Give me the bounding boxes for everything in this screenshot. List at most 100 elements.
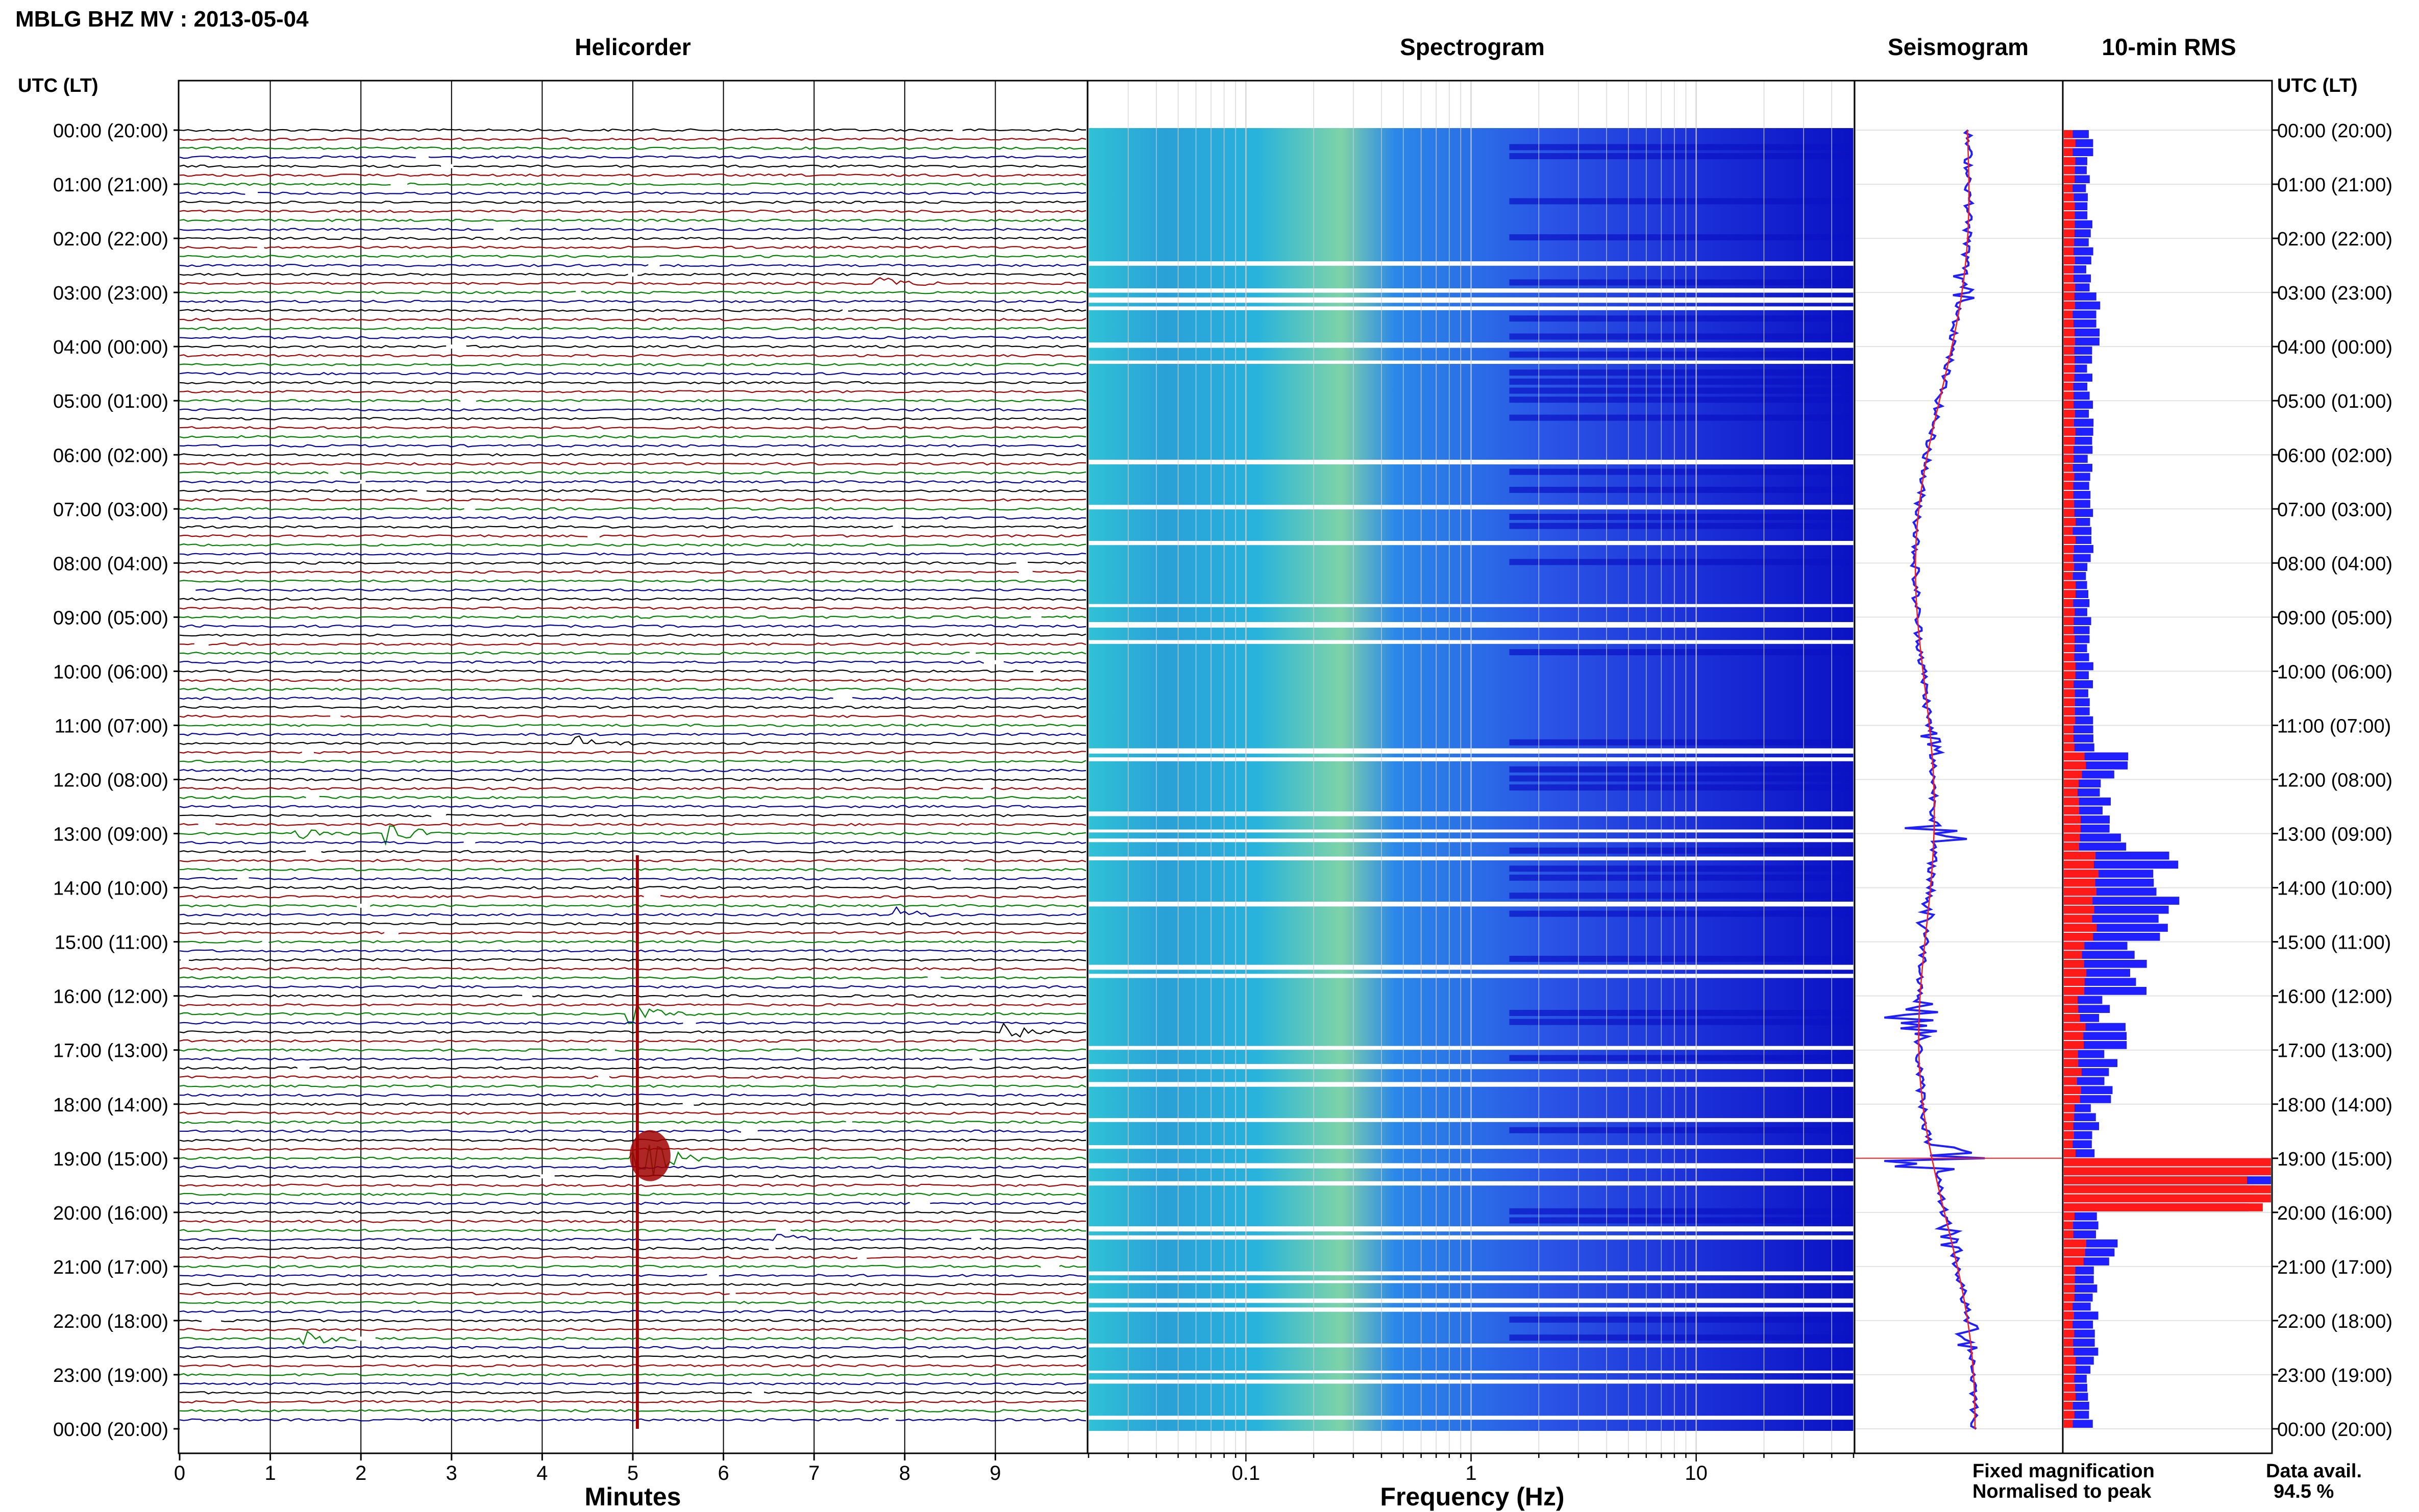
helicorder-trace [179,228,1087,231]
rms-bar-normalised [2064,1293,2075,1302]
rms-bar-normalised [2064,833,2080,842]
time-axis-label-right: UTC (LT) [2277,75,2358,96]
rms-bar-normalised [2064,1041,2084,1049]
helicorder-trace [179,1120,1087,1124]
data-gap [1033,669,1041,674]
helicorder-trace [179,1409,1087,1412]
data-gap [857,1255,867,1260]
helicorder-trace [179,1057,1087,1061]
rms-bar-normalised [2064,1356,2076,1365]
rms-bar-normalised [2064,382,2074,391]
time-tick-label-right: 17:00 (13:00) [2277,1040,2392,1062]
seismogram-panel [1856,129,2062,1430]
data-gap [446,344,466,349]
rms-bar-normalised [2064,1023,2086,1031]
helicorder-trace [179,1002,1087,1024]
helicorder-trace [179,137,1087,141]
helicorder-trace [179,895,1087,899]
spectrogram-band [1509,893,1854,899]
helicorder-trace [179,1066,1087,1070]
rms-bar-normalised [2064,959,2084,968]
rms-bar-fixed [2064,959,2147,968]
helicorder-trace [179,300,1087,304]
rms-bar-normalised [2064,265,2074,274]
time-tick-label-left: 20:00 (16:00) [53,1203,168,1224]
spectrogram-band [1509,378,1854,385]
rms-bar-normalised [2064,851,2096,860]
data-gap [982,786,991,791]
spectrogram-band [1509,874,1854,881]
helicorder-trace [179,949,1087,953]
time-tick-label-right: 01:00 (21:00) [2277,175,2392,196]
rms-bar-normalised [2064,770,2082,779]
rms-bar-normalised [2064,707,2075,715]
rms-bar-normalised [2064,1374,2075,1383]
data-gap [971,1237,980,1242]
helicorder-trace [179,724,1087,727]
spectrogram-band [1509,153,1854,160]
legend-fixed-magnification: Fixed magnification [1972,1460,2155,1482]
helicorder-trace [179,1102,1087,1106]
rms-bar-normalised [2064,310,2073,319]
rms-bar-normalised [2064,752,2085,761]
spectrogram-band [1509,234,1854,241]
spectrogram-title: Spectrogram [1400,34,1545,60]
helicorder-trace [179,1228,1087,1232]
helicorder-title: Helicorder [575,34,691,60]
helicorder-trace [179,354,1087,358]
spectrogram-band [1509,333,1854,340]
time-tick-label-right: 15:00 (11:00) [2277,932,2391,954]
rms-bar-normalised [2064,870,2099,878]
data-gap [460,399,477,403]
time-tick-label-right: 14:00 (10:00) [2277,878,2392,900]
helicorder-trace [179,1391,1087,1395]
spectrogram-band [1509,559,1854,565]
helicorder-trace [179,1075,1087,1079]
helicorder-trace [179,1084,1087,1088]
time-tick-labels-left: 00:00 (20:00) 01:00 (21:00) 02:00 (22:00) 0… [53,120,180,1441]
rms-bar-normalised [2064,1140,2073,1149]
helicorder-trace [179,922,1087,926]
spectrogram-band [1509,865,1854,872]
helicorder-trace [179,1003,1087,1007]
spectrogram-band [1509,144,1854,151]
rms-bar-normalised [2064,166,2075,175]
helicorder-trace [179,263,1087,267]
rms-bar-normalised [2064,689,2075,698]
rms-bar-normalised [2064,238,2075,246]
helicorder-trace [179,1210,1087,1214]
rms-bar-normalised [2064,806,2080,815]
data-gap [893,525,902,529]
helicorder-trace [179,128,1087,132]
helicorder-trace [179,1382,1087,1386]
time-tick-label-left: 11:00 (07:00) [55,715,168,737]
data-gap [927,976,941,980]
helicorder-trace [179,805,1087,808]
helicorder-trace [179,597,1087,601]
helicorder-trace [179,255,1087,258]
time-tick-label-right: 12:00 (08:00) [2277,770,2392,791]
data-gap [707,1273,719,1278]
rms-bar-normalised [2064,779,2079,788]
seismogram-normalised-trace [1914,130,1976,1429]
helicorder-trace [179,317,1087,321]
helicorder-trace [179,823,1087,827]
data-gap [198,822,216,827]
spectrogram-band [1509,1217,1854,1224]
rms-bar-normalised [2064,544,2075,553]
helicorder-trace [179,1274,1087,1277]
rms-bar-normalised [2064,509,2075,517]
spectrogram-band [1509,955,1854,962]
rms-bar-normalised [2064,157,2076,165]
time-tick-label-right: 04:00 (00:00) [2277,337,2392,358]
minute-tick-label: 6 [718,1462,729,1484]
helicorder-trace [179,877,1087,881]
rms-bar-normalised [2064,653,2075,661]
helicorder-trace [179,606,1087,610]
helicorder-trace [179,1138,1087,1142]
helicorder-trace [179,371,1087,376]
helicorder-trace [179,1022,1087,1038]
helicorder-trace [179,363,1087,366]
rms-bar-normalised [2064,1122,2074,1130]
